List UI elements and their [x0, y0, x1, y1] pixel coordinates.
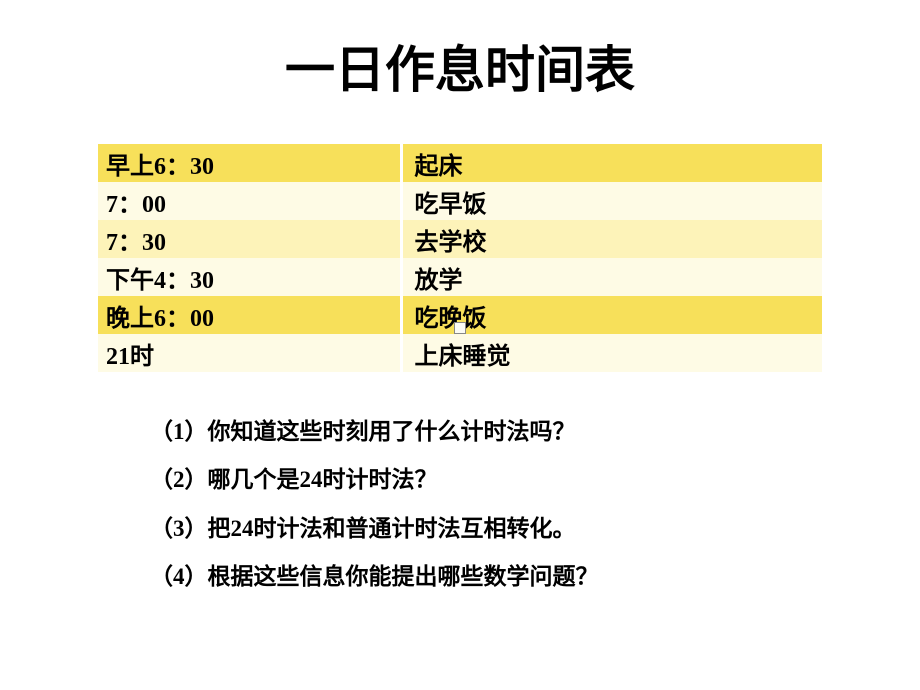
question-item: （1）你知道这些时刻用了什么计时法吗？: [150, 408, 920, 456]
activity-cell: 上床睡觉: [401, 334, 822, 372]
table-row: 早上6：30起床: [98, 144, 822, 182]
page-title: 一日作息时间表: [0, 30, 920, 102]
time-cell: 晚上6：00: [98, 296, 401, 334]
time-cell: 21时: [98, 334, 401, 372]
activity-cell: 去学校: [401, 220, 822, 258]
time-cell: 早上6：30: [98, 144, 401, 182]
slide-page: 一日作息时间表 早上6：30起床 7：00吃早饭7：30去学校下午4：30放学晚…: [0, 0, 920, 690]
question-list: （1）你知道这些时刻用了什么计时法吗？（2）哪几个是24时计时法？（3）把24时…: [150, 408, 920, 601]
time-cell: 7：30: [98, 220, 401, 258]
table-row: 7：00吃早饭: [98, 182, 822, 220]
question-item: （4）根据这些信息你能提出哪些数学问题？: [150, 553, 920, 601]
activity-cell: 放学: [401, 258, 822, 296]
time-cell: 7：00: [98, 182, 401, 220]
table-row: 21时上床睡觉: [98, 334, 822, 372]
activity-cell: 起床: [401, 144, 822, 182]
question-item: （2）哪几个是24时计时法？: [150, 456, 920, 504]
question-item: （3）把24时计法和普通计时法互相转化。: [150, 505, 920, 553]
table-row: 下午4：30放学: [98, 258, 822, 296]
time-cell: 下午4：30: [98, 258, 401, 296]
schedule-table: 早上6：30起床 7：00吃早饭7：30去学校下午4：30放学晚上6：00吃晚饭…: [98, 144, 822, 372]
table-row: 7：30去学校: [98, 220, 822, 258]
activity-cell: 吃早饭: [401, 182, 822, 220]
schedule-table-body: 早上6：30起床 7：00吃早饭7：30去学校下午4：30放学晚上6：00吃晚饭…: [98, 144, 822, 372]
page-center-marker: [454, 322, 466, 334]
